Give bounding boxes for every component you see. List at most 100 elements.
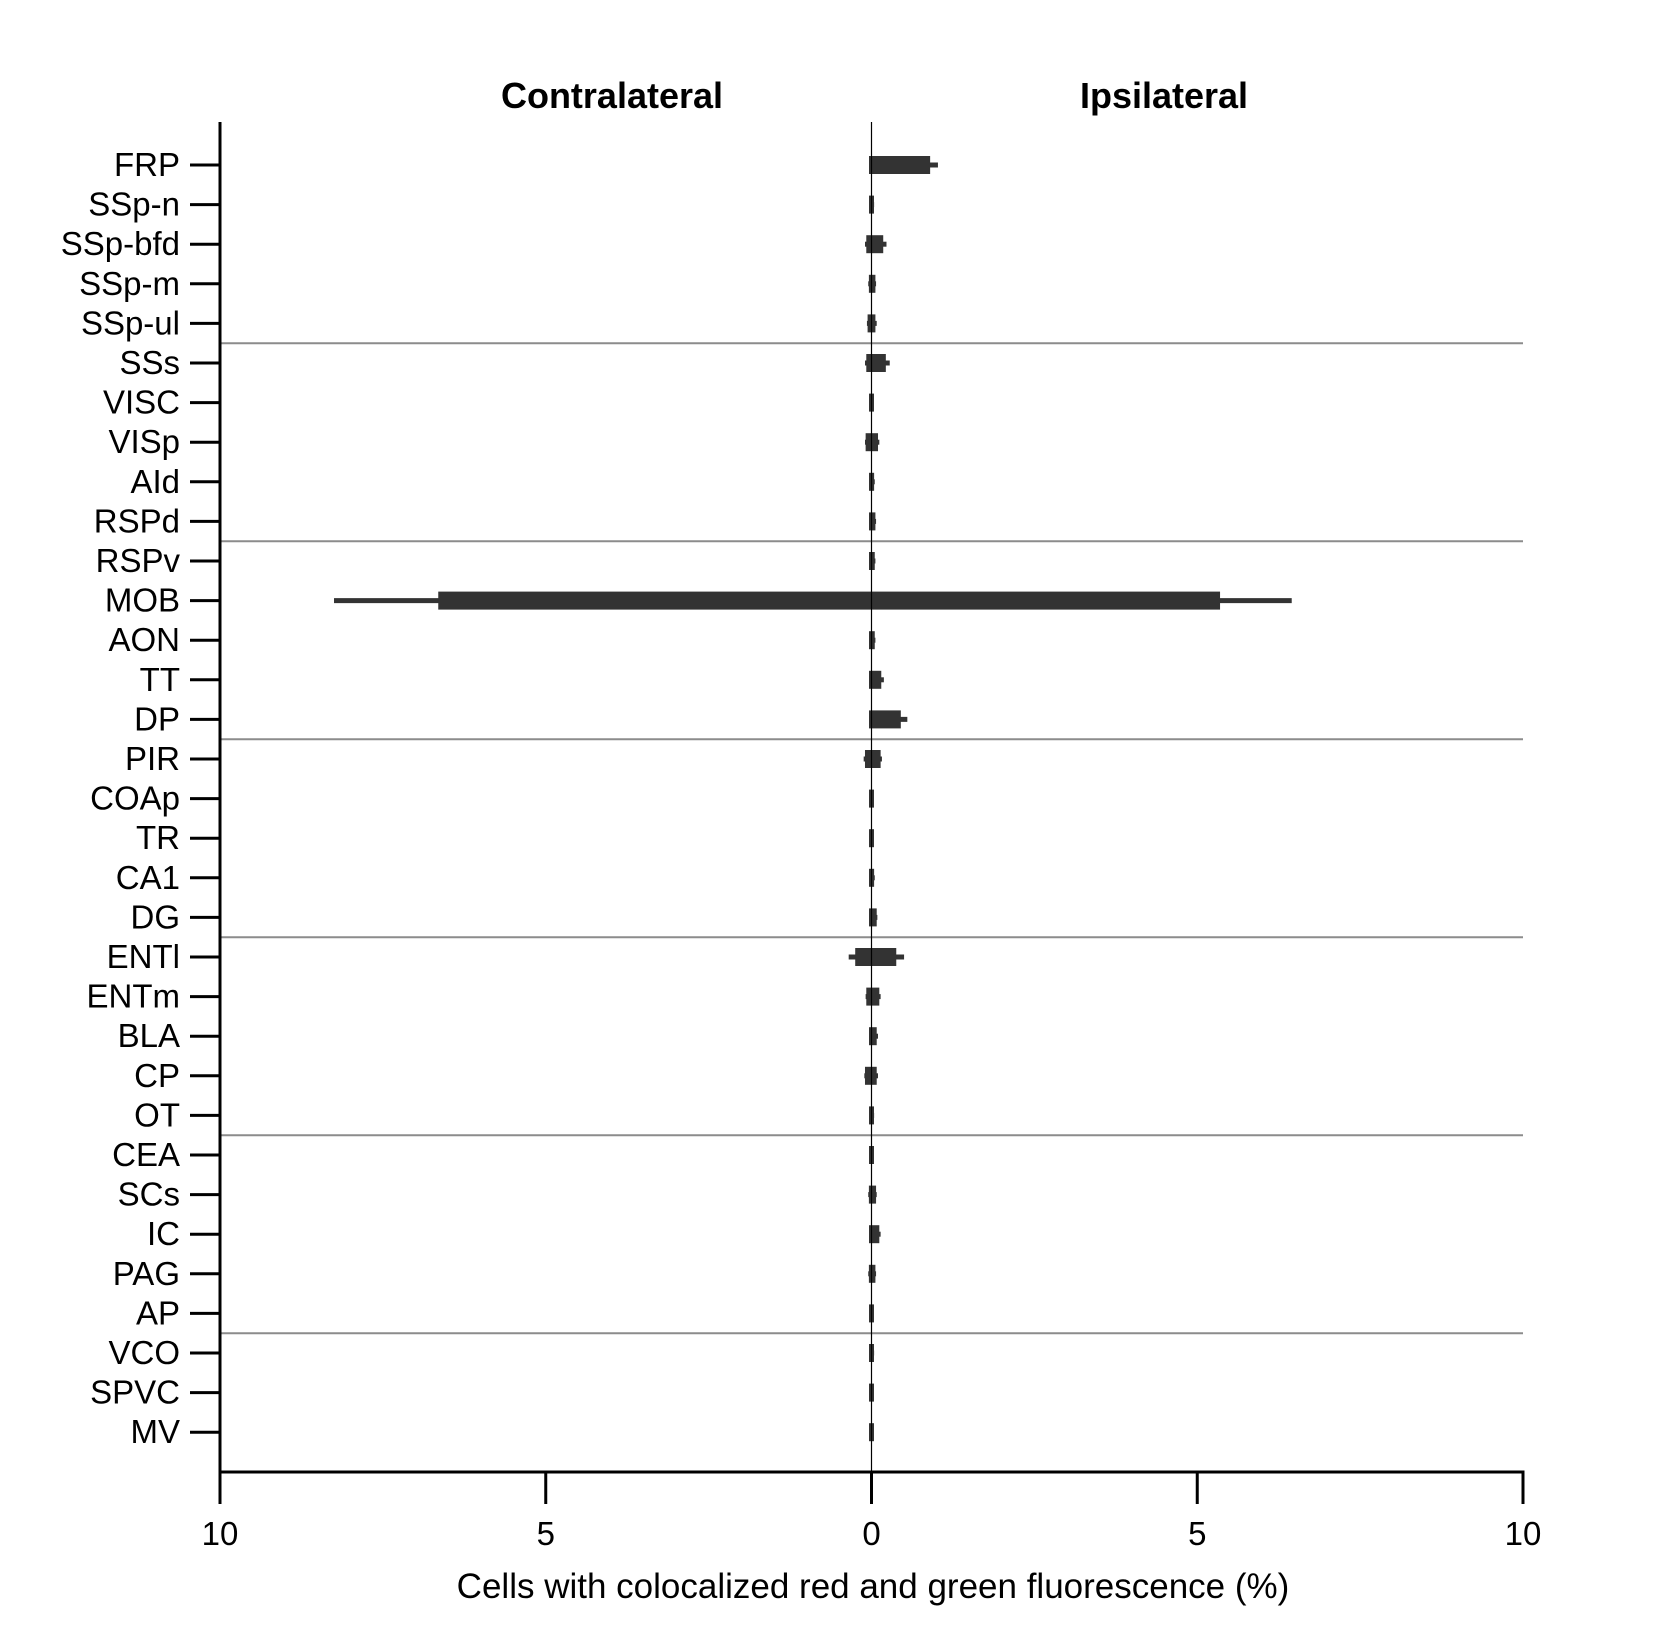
- ipsilateral-bar-bla: [871, 1027, 877, 1046]
- contralateral-bar-aon: [869, 631, 872, 650]
- bars: [334, 156, 1292, 1442]
- category-label-aon: AON: [108, 621, 180, 658]
- x-tick-label-2: 0: [862, 1515, 880, 1552]
- category-label-ca1: CA1: [116, 859, 180, 896]
- contralateral-bar-ot: [869, 1106, 872, 1125]
- contralateral-bar-cp: [864, 1066, 872, 1085]
- ipsilateral-bar-ot: [871, 1106, 874, 1125]
- ipsilateral-bar-aid: [871, 472, 875, 491]
- category-label-ic: IC: [147, 1215, 180, 1252]
- category-label-aid: AId: [130, 463, 180, 500]
- contralateral-bar-visp: [865, 433, 872, 452]
- category-label-tt: TT: [140, 661, 180, 698]
- ipsilateral-bar-tr: [871, 829, 874, 848]
- contralateral-bar-vco: [869, 1344, 872, 1362]
- category-label-visc: VISC: [103, 384, 180, 421]
- ipsilateral-bar-pir: [871, 750, 881, 768]
- ipsilateral-bar-rspv: [871, 552, 875, 570]
- ipsilateral-bar-coap: [871, 789, 874, 808]
- ipsilateral-bar-cea: [871, 1146, 874, 1164]
- contralateral-bar-scs: [868, 1185, 872, 1204]
- contralateral-bar-ssp-m: [868, 274, 872, 293]
- category-label-dp: DP: [134, 700, 180, 737]
- category-label-cea: CEA: [112, 1136, 180, 1173]
- contralateral-bar-ssp-bfd: [866, 235, 872, 254]
- category-labels: FRPSSp-nSSp-bfdSSp-mSSp-ulSSsVISCVISpAId…: [61, 146, 181, 1450]
- contralateral-bar-mob: [438, 591, 872, 610]
- category-label-rspv: RSPv: [96, 542, 181, 579]
- contralateral-bar-bla: [869, 1027, 872, 1046]
- ipsilateral-title: Ipsilateral: [1080, 75, 1248, 116]
- ipsilateral-bar-cp: [871, 1066, 877, 1085]
- contralateral-bar-ic: [869, 1225, 872, 1244]
- category-label-pir: PIR: [125, 740, 180, 777]
- ipsilateral-bar-tt: [871, 670, 882, 689]
- contralateral-bar-ssp-ul: [867, 314, 872, 333]
- category-label-visp: VISp: [108, 423, 180, 460]
- category-label-tr: TR: [136, 819, 180, 856]
- ipsilateral-bar-aon: [871, 631, 875, 650]
- category-label-coap: COAp: [90, 780, 180, 817]
- ipsilateral-bar-mv: [871, 1423, 874, 1442]
- x-tick-label-4: 10: [1505, 1515, 1542, 1552]
- contralateral-bar-ssp-n: [869, 195, 872, 214]
- category-label-bla: BLA: [118, 1017, 180, 1054]
- x-axis-title: Cells with colocalized red and green flu…: [457, 1567, 1290, 1606]
- ipsilateral-bar-dp: [871, 710, 901, 729]
- contralateral-bar-ap: [869, 1304, 872, 1323]
- ipsilateral-bar-mob: [871, 591, 1221, 610]
- category-label-entm: ENTm: [87, 978, 181, 1015]
- ipsilateral-bar-rspd: [871, 512, 876, 531]
- contralateral-bar-pir: [864, 750, 872, 768]
- category-label-pag: PAG: [113, 1255, 180, 1292]
- x-tick-label-3: 5: [1188, 1515, 1206, 1552]
- x-tick-label-0: 10: [202, 1515, 239, 1552]
- x-ticks: 10 5 0 5 10: [202, 1472, 1542, 1552]
- ipsilateral-bar-spvc: [871, 1383, 874, 1402]
- contralateral-title: Contralateral: [501, 75, 723, 116]
- ipsilateral-bar-ssp-ul: [871, 314, 876, 333]
- ipsilateral-bar-ssp-bfd: [871, 235, 884, 254]
- category-label-spvc: SPVC: [90, 1374, 180, 1411]
- x-tick-label-1: 5: [537, 1515, 555, 1552]
- axes: [190, 122, 1525, 1474]
- category-label-scs: SCs: [118, 1176, 180, 1213]
- ipsilateral-bar-vco: [871, 1344, 874, 1362]
- contralateral-bar-tr: [869, 829, 872, 848]
- ipsilateral-bar-visc: [871, 393, 874, 412]
- contralateral-bar-rspv: [869, 552, 872, 570]
- category-label-ssp-n: SSp-n: [88, 186, 180, 223]
- category-label-ot: OT: [134, 1096, 180, 1133]
- contralateral-bar-entm: [866, 987, 872, 1006]
- ipsilateral-bar-ssp-n: [871, 195, 874, 214]
- ipsilateral-bar-entl: [871, 948, 897, 966]
- ipsilateral-bar-sss: [871, 354, 886, 372]
- category-label-mob: MOB: [105, 582, 180, 619]
- category-label-rspd: RSPd: [94, 502, 180, 539]
- contralateral-bar-dp: [869, 710, 872, 729]
- ipsilateral-bar-ca1: [871, 868, 875, 887]
- ipsilateral-bar-visp: [871, 433, 879, 452]
- contralateral-bar-sss: [866, 354, 872, 372]
- category-label-mv: MV: [131, 1413, 181, 1450]
- contralateral-bar-visc: [869, 393, 872, 412]
- ipsilateral-bar-pag: [871, 1264, 876, 1283]
- category-label-ssp-m: SSp-m: [79, 265, 180, 302]
- contralateral-bar-coap: [869, 789, 872, 808]
- category-label-ssp-ul: SSp-ul: [81, 304, 180, 341]
- category-label-ssp-bfd: SSp-bfd: [61, 225, 180, 262]
- category-label-vco: VCO: [108, 1334, 180, 1371]
- category-label-frp: FRP: [114, 146, 180, 183]
- contralateral-bar-cea: [869, 1146, 872, 1164]
- category-label-ap: AP: [136, 1294, 180, 1331]
- category-label-entl: ENTl: [107, 938, 180, 975]
- contralateral-bar-ca1: [869, 868, 872, 887]
- ipsilateral-bar-dg: [871, 908, 877, 927]
- contralateral-bar-entl: [855, 948, 872, 966]
- category-label-cp: CP: [134, 1057, 180, 1094]
- contralateral-bar-rspd: [869, 512, 872, 531]
- ipsilateral-bar-entm: [871, 987, 880, 1006]
- category-label-sss: SSs: [119, 344, 180, 381]
- category-label-dg: DG: [131, 898, 181, 935]
